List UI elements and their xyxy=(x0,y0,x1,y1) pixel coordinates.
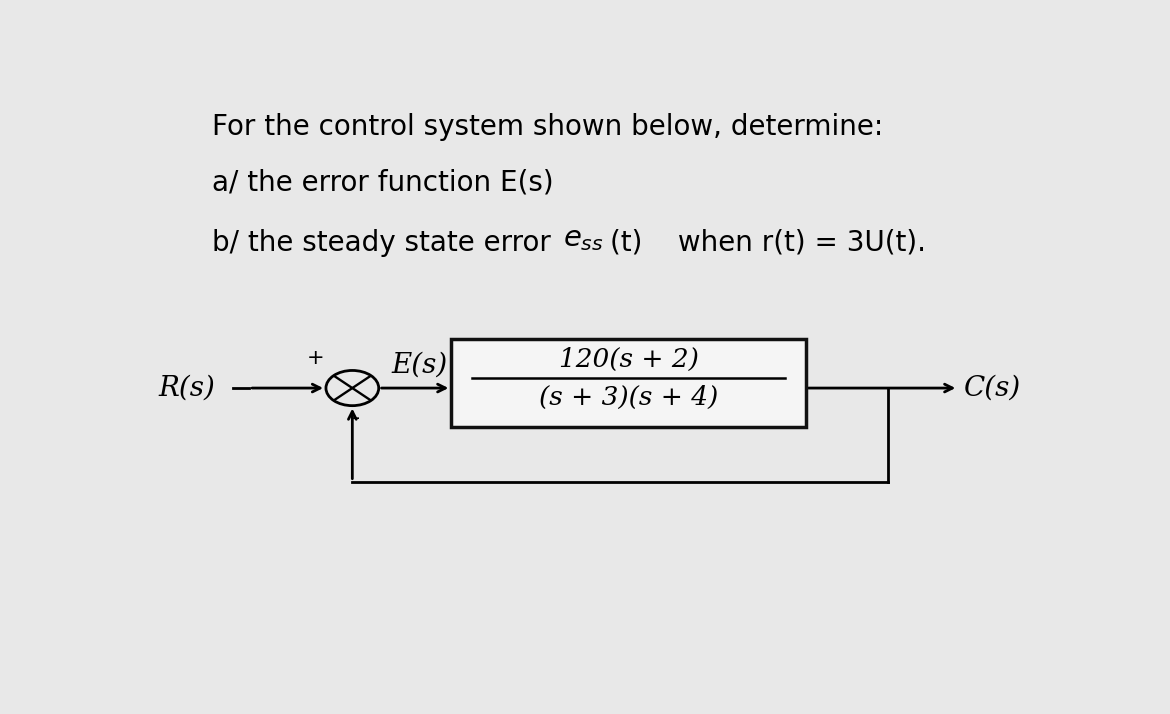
Text: (t)    when r(t) = 3U(t).: (t) when r(t) = 3U(t). xyxy=(610,228,925,256)
FancyBboxPatch shape xyxy=(452,338,806,426)
Text: (s + 3)(s + 4): (s + 3)(s + 4) xyxy=(539,385,718,410)
Text: E(s): E(s) xyxy=(391,351,447,378)
Text: $e_{ss}$: $e_{ss}$ xyxy=(563,226,604,253)
Text: -: - xyxy=(351,408,359,428)
Text: For the control system shown below, determine:: For the control system shown below, dete… xyxy=(212,113,883,141)
Text: +: + xyxy=(307,348,324,368)
Text: 120(s + 2): 120(s + 2) xyxy=(558,346,698,371)
Text: b/ the steady state error: b/ the steady state error xyxy=(212,228,569,256)
Text: C(s): C(s) xyxy=(964,375,1021,401)
Text: R(s): R(s) xyxy=(159,375,215,401)
Text: a/ the error function E(s): a/ the error function E(s) xyxy=(212,168,553,196)
